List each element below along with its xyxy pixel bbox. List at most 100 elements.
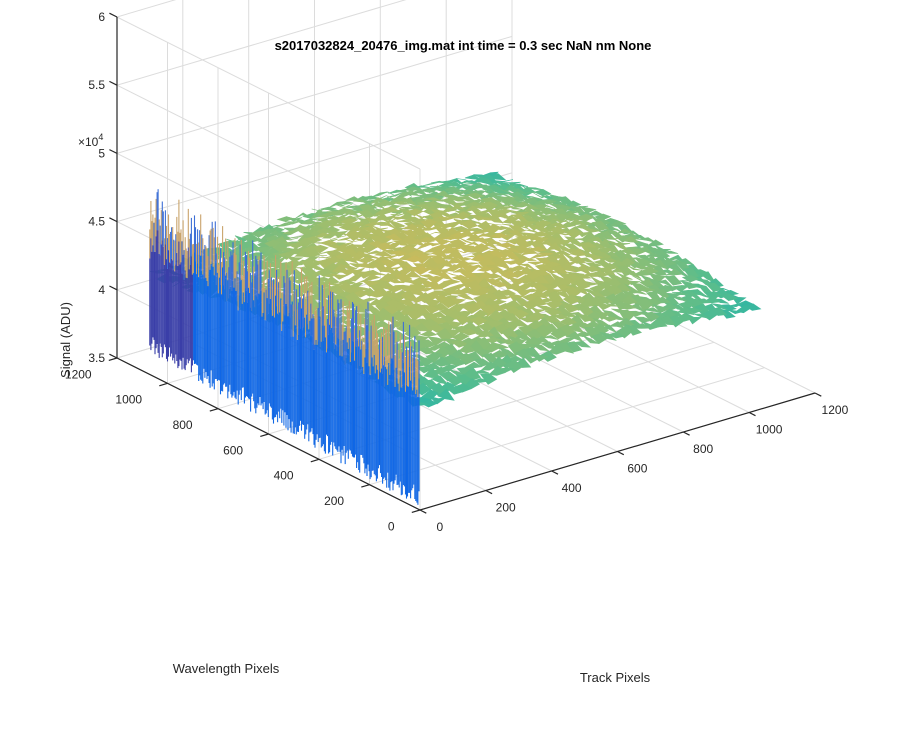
surface-cell	[531, 235, 549, 245]
surface-cell	[451, 332, 470, 342]
surface-cell	[600, 262, 619, 271]
surface-cell	[437, 181, 456, 188]
surface-cell	[483, 278, 502, 285]
surface-cell	[544, 308, 563, 317]
surface-cell	[328, 201, 345, 208]
surface-cell	[357, 256, 375, 264]
z-tick-mark	[109, 217, 118, 223]
surface-cell	[525, 329, 543, 341]
surface-cell	[337, 236, 354, 241]
surface-cell	[387, 191, 404, 198]
surface-cell	[531, 344, 550, 352]
y-tick-mark	[209, 408, 219, 412]
surface-cell	[550, 327, 568, 340]
y-tick-label: 1000	[115, 393, 142, 407]
surface-cell	[404, 186, 421, 192]
surface-cell	[386, 279, 404, 284]
surface-cell	[375, 242, 393, 252]
surface-cell	[461, 264, 479, 275]
surface-cell	[416, 356, 435, 367]
surface-cell	[526, 187, 544, 191]
surface-cell	[450, 339, 469, 348]
y-axis-label: Wavelength Pixels	[173, 661, 280, 676]
surface-cell	[447, 376, 465, 387]
surface-cell	[494, 220, 511, 224]
x-tick-label: 0	[437, 520, 444, 534]
surface-cell	[425, 241, 442, 247]
surface-cell	[507, 276, 526, 287]
z-exponent-base: ×10	[78, 135, 99, 149]
y-tick-mark	[108, 357, 118, 361]
surface-cell	[250, 230, 268, 238]
surface-cell	[618, 303, 637, 310]
y-tick-label: 400	[274, 469, 294, 483]
surface-cell	[463, 303, 481, 314]
surface-cell	[455, 256, 472, 262]
surface-cell	[665, 275, 683, 286]
surface-cell	[672, 291, 689, 296]
surface-cell	[531, 283, 550, 294]
surface-cell	[341, 209, 360, 217]
floor-grid-y	[369, 367, 765, 486]
surface-cell	[616, 272, 633, 280]
surface-cell	[292, 265, 310, 269]
surface-cell	[488, 365, 506, 376]
surface-cell	[384, 233, 403, 241]
surface-cell	[578, 205, 597, 214]
surface-cell	[512, 210, 529, 217]
surface-cell	[436, 328, 454, 342]
surface-cell	[353, 199, 370, 204]
surface-cell	[456, 249, 473, 254]
surface-cell	[514, 238, 532, 249]
surface-cell	[606, 235, 623, 240]
surface-cell	[502, 216, 520, 224]
surface-cell	[414, 213, 431, 219]
surface-cell	[287, 242, 306, 249]
surface-cell	[598, 331, 617, 341]
surface-cell	[419, 330, 438, 337]
x-tick-mark	[748, 411, 756, 417]
surface-cell	[490, 281, 509, 288]
surface-cell	[466, 192, 485, 199]
surface-cell	[435, 271, 454, 281]
surface-cell	[514, 288, 533, 297]
surface-cell	[353, 237, 370, 242]
surface-cell	[498, 347, 517, 360]
surface-cell	[416, 242, 433, 250]
surface-cell	[347, 225, 365, 234]
surface-cell	[405, 255, 423, 263]
surface-cell	[294, 248, 312, 258]
surface-cell	[613, 238, 631, 246]
surface-cell	[450, 232, 468, 240]
surface-cell	[442, 236, 459, 240]
surface-cell	[693, 313, 710, 319]
surface-cell	[559, 316, 577, 326]
surface-cell	[440, 297, 458, 309]
surface-cell	[437, 388, 455, 401]
surface-cell	[321, 231, 340, 239]
surface-cell	[449, 288, 468, 295]
surface-cell	[318, 255, 335, 259]
surface-cell	[380, 222, 397, 230]
surface-cell	[630, 290, 647, 295]
surface-cell	[460, 328, 478, 336]
surface-cell	[537, 252, 554, 257]
surface-cell	[389, 216, 406, 220]
surface-cell	[278, 252, 296, 260]
y-tick-mark	[310, 458, 320, 463]
z-tick-label: 4.5	[88, 215, 105, 229]
surface-cell	[533, 188, 552, 196]
surface-cell	[294, 212, 311, 220]
surface-cell	[464, 205, 482, 213]
surface-cell	[330, 235, 347, 240]
surface-cell	[364, 222, 381, 227]
x-tick-mark	[683, 431, 690, 436]
surface-cell	[451, 274, 470, 281]
x-tick-label: 600	[627, 462, 647, 476]
x-tick-label: 400	[562, 481, 582, 495]
surface-cell	[452, 189, 469, 196]
surface-cell	[600, 316, 619, 322]
surface-cell	[521, 300, 539, 311]
z-tick-mark	[109, 353, 118, 359]
